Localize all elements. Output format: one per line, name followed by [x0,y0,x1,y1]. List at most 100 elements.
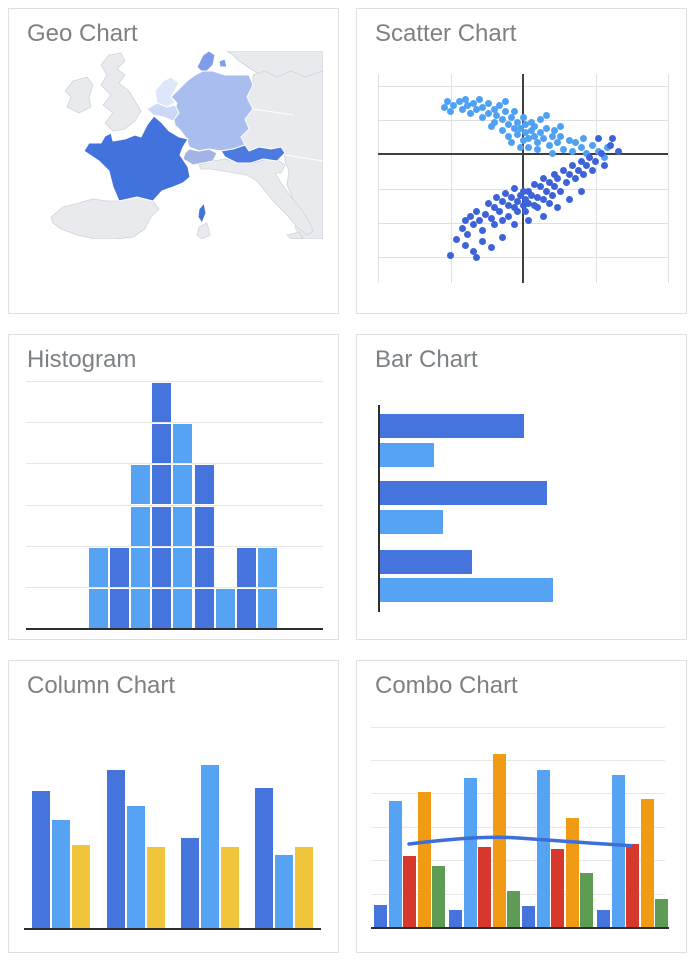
gridline-horizontal [371,860,665,861]
scatter-point [507,114,515,122]
chart-title-scatter: Scatter Chart [375,20,517,47]
scatter-point [478,237,486,245]
combo-bar [463,778,477,927]
island-sicily [286,231,304,239]
scatter-point [539,212,547,220]
scatter-point [528,191,536,199]
scatter-point [473,208,481,216]
scatter-point [510,220,518,228]
scatter-point [522,195,530,203]
histogram-block [173,547,193,587]
combo-bar [522,906,535,927]
scatter-point [522,120,530,128]
card-scatter-chart[interactable]: Scatter Chart [356,8,687,314]
scatter-point [592,158,599,166]
bar-horizontal [379,443,435,467]
combo-bar [507,890,520,927]
scatter-point [539,135,547,143]
scatter-point [516,191,524,199]
scatter-point [557,133,565,141]
column-bar [255,787,273,928]
histogram-block [173,506,193,546]
histogram-plot [9,335,338,639]
scatter-point [577,187,585,195]
scatter-point [525,143,533,151]
combo-bar [597,909,610,927]
histogram-block [173,424,193,464]
scatter-point [490,204,498,212]
scatter-point [583,162,591,170]
scatter-point [516,143,524,151]
card-histogram[interactable]: Histogram [8,334,339,640]
scatter-point [583,149,591,157]
column-bar [107,769,125,928]
gridline-horizontal [26,504,323,506]
scatter-point [525,216,533,224]
country-great-britain [100,52,142,132]
country-spain [50,196,160,239]
scatter-point [554,139,562,147]
histogram-block [236,588,256,628]
histogram-block [173,588,193,628]
histogram-block [194,588,214,628]
scatter-point [499,197,507,205]
scatter-point [513,208,521,216]
gridline-horizontal [371,760,665,761]
scatter-point [447,252,454,260]
scatter-point [513,131,521,139]
scatter-point [516,124,524,132]
histogram-block [215,588,235,628]
scatter-point [510,108,518,116]
column-bar [295,846,313,928]
gridline-horizontal [26,463,323,465]
combo-bar [417,792,431,927]
combo-bar [626,843,639,927]
card-column-chart[interactable]: Column Chart [8,660,339,953]
scatter-point [519,187,527,195]
histogram-block [152,588,172,628]
card-geo-chart[interactable]: Geo Chart [8,8,339,314]
gridline-horizontal [26,545,323,547]
card-bar-chart[interactable]: Bar Chart [356,334,687,640]
scatter-point [539,175,547,182]
scatter-point [528,126,536,134]
scatter-point [487,214,495,222]
scatter-point [444,97,452,105]
scatter-point [551,126,559,134]
gridline-horizontal [371,827,665,828]
scatter-point [594,135,602,143]
scatter-point [467,212,475,220]
scatter-point [536,116,544,124]
scatter-point [525,135,533,143]
scatter-point [554,175,562,182]
bar-horizontal [379,578,553,602]
card-combo-chart[interactable]: Combo Chart [356,660,687,953]
country-belgium [146,102,180,122]
scatter-point [528,118,536,126]
scatter-point [461,95,469,103]
y-axis-line [378,405,380,612]
scatter-point [565,195,573,203]
scatter-point [551,183,559,191]
histogram-block [194,547,214,587]
scatter-point [542,124,550,132]
scatter-point [510,204,518,212]
scatter-point [461,216,469,224]
scatter-point [505,133,512,141]
scatter-point [447,108,454,116]
scatter-point [615,147,623,155]
scatter-point [507,139,515,147]
column-plot [9,661,338,952]
scatter-point [464,101,472,109]
x-axis-line [26,628,323,630]
gridline-horizontal [26,586,323,588]
bar-horizontal [379,510,443,534]
chart-title-geo: Geo Chart [27,20,138,47]
scatter-point [563,179,570,187]
column-bar [127,805,145,928]
histogram-block [89,547,108,587]
scatter-point [484,99,492,107]
scatter-point [502,97,510,105]
combo-bar [432,866,445,927]
